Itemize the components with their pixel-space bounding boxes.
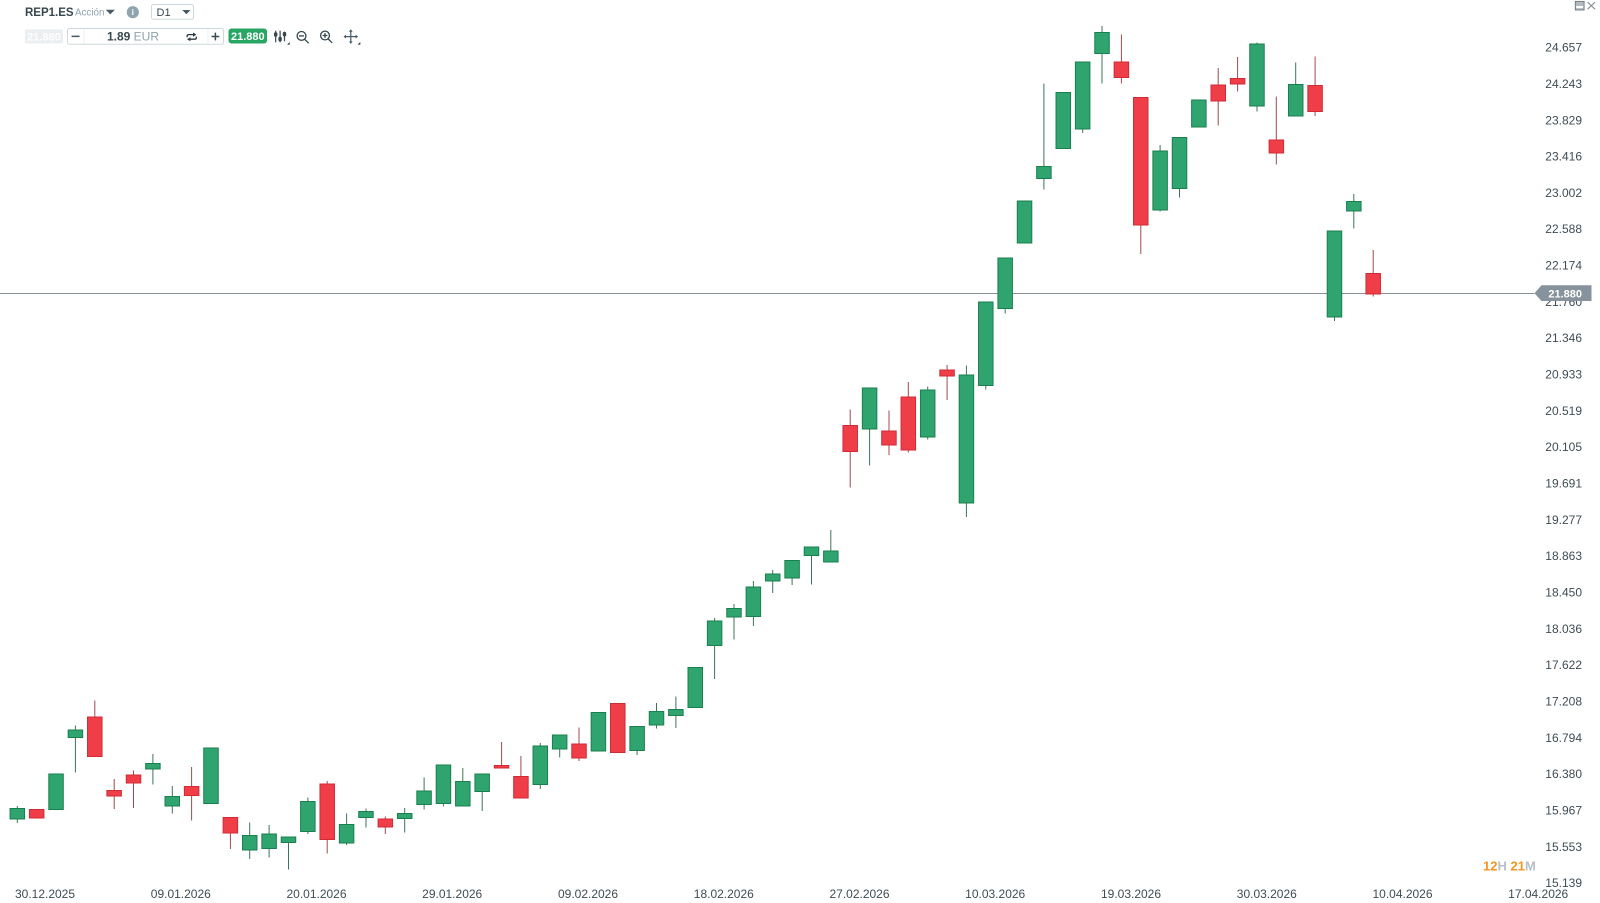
svg-text:18.036: 18.036 <box>1545 622 1582 636</box>
svg-text:REP1.ES: REP1.ES <box>25 7 74 19</box>
svg-text:17.622: 17.622 <box>1545 658 1582 672</box>
svg-text:30.03.2026: 30.03.2026 <box>1237 887 1297 901</box>
svg-text:18.863: 18.863 <box>1545 549 1582 563</box>
svg-text:18.02.2026: 18.02.2026 <box>694 887 754 901</box>
svg-text:23.829: 23.829 <box>1545 113 1582 127</box>
svg-text:22.588: 22.588 <box>1545 222 1582 236</box>
svg-text:12H 21M: 12H 21M <box>1483 859 1536 874</box>
svg-text:10.04.2026: 10.04.2026 <box>1372 887 1432 901</box>
svg-text:09.01.2026: 09.01.2026 <box>151 887 211 901</box>
svg-text:20.519: 20.519 <box>1545 404 1582 418</box>
svg-text:16.380: 16.380 <box>1545 767 1582 781</box>
svg-text:21.880: 21.880 <box>27 31 61 43</box>
svg-text:15.553: 15.553 <box>1545 840 1582 854</box>
svg-text:20.01.2026: 20.01.2026 <box>286 887 346 901</box>
svg-text:15.139: 15.139 <box>1545 876 1582 890</box>
svg-text:16.794: 16.794 <box>1545 731 1582 745</box>
svg-text:19.03.2026: 19.03.2026 <box>1101 887 1161 901</box>
svg-text:D1: D1 <box>157 7 171 19</box>
svg-text:i: i <box>132 7 134 17</box>
svg-text:09.02.2026: 09.02.2026 <box>558 887 618 901</box>
svg-text:24.243: 24.243 <box>1545 77 1582 91</box>
svg-text:15.967: 15.967 <box>1545 804 1582 818</box>
svg-text:17.04.2026: 17.04.2026 <box>1508 887 1568 901</box>
svg-text:27.02.2026: 27.02.2026 <box>829 887 889 901</box>
svg-text:29.01.2026: 29.01.2026 <box>422 887 482 901</box>
svg-text:20.105: 20.105 <box>1545 440 1582 454</box>
svg-text:17.208: 17.208 <box>1545 695 1582 709</box>
svg-text:30.12.2025: 30.12.2025 <box>15 887 75 901</box>
svg-text:21.346: 21.346 <box>1545 331 1582 345</box>
svg-text:23.002: 23.002 <box>1545 186 1582 200</box>
svg-text:10.03.2026: 10.03.2026 <box>965 887 1025 901</box>
svg-text:24.657: 24.657 <box>1545 41 1582 55</box>
svg-text:20.933: 20.933 <box>1545 368 1582 382</box>
svg-text:21.880: 21.880 <box>231 31 265 43</box>
svg-text:21.880: 21.880 <box>1548 288 1582 300</box>
svg-text:Acción: Acción <box>75 8 104 19</box>
svg-text:18.450: 18.450 <box>1545 586 1582 600</box>
svg-text:19.277: 19.277 <box>1545 513 1582 527</box>
svg-text:19.691: 19.691 <box>1545 477 1582 491</box>
svg-text:1.89 EUR: 1.89 EUR <box>107 30 159 44</box>
svg-text:22.174: 22.174 <box>1545 259 1582 273</box>
svg-text:23.416: 23.416 <box>1545 150 1582 164</box>
